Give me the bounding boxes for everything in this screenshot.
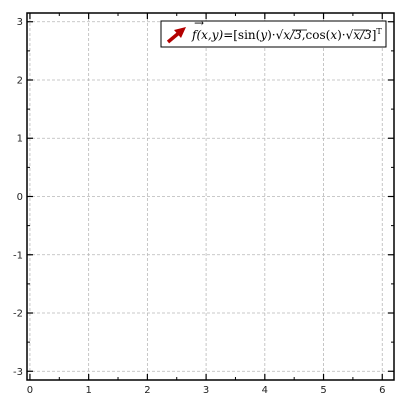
x-tick-label: 6	[379, 385, 385, 396]
tick-labels: 0 1 2 3 4 5 6 -3 -2 -1 0 1 2 3	[13, 17, 385, 396]
y-tick-label: 1	[17, 134, 23, 145]
legend: f(x,y)=[sin(y)·√x/3,cos(x)·√x/3]T →	[160, 16, 387, 48]
legend-vector-hat: →	[194, 16, 204, 30]
legend-arrow-icon	[166, 27, 186, 44]
x-tick-label: 0	[27, 385, 33, 396]
x-tick-label: 1	[85, 385, 91, 396]
grid-lines	[27, 13, 394, 380]
y-tick-label: 2	[17, 75, 23, 86]
x-tick-label: 4	[262, 385, 268, 396]
plot-frame	[26, 12, 395, 381]
legend-box	[160, 20, 387, 48]
axis-ticks	[27, 13, 394, 380]
y-tick-label: -3	[13, 367, 23, 378]
y-tick-label: 3	[17, 17, 23, 28]
y-tick-label: 0	[17, 192, 23, 203]
y-tick-label: -2	[13, 309, 23, 320]
x-tick-label: 5	[320, 385, 326, 396]
x-tick-label: 2	[144, 385, 150, 396]
y-tick-label: -1	[13, 250, 23, 261]
x-tick-label: 3	[203, 385, 209, 396]
legend-label: f(x,y)=[sin(y)·√x/3,cos(x)·√x/3]T	[191, 27, 382, 42]
